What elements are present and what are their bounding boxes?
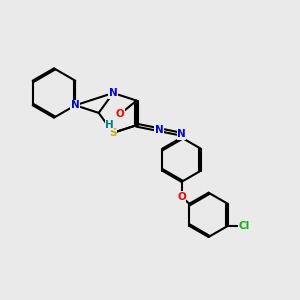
Text: H: H bbox=[105, 120, 114, 130]
Text: O: O bbox=[177, 192, 186, 202]
Text: Cl: Cl bbox=[238, 221, 250, 231]
Text: O: O bbox=[116, 109, 124, 119]
Text: S: S bbox=[110, 128, 117, 138]
Text: N: N bbox=[71, 100, 80, 110]
Text: N: N bbox=[177, 129, 186, 139]
Text: N: N bbox=[109, 88, 118, 98]
Text: N: N bbox=[155, 125, 164, 135]
